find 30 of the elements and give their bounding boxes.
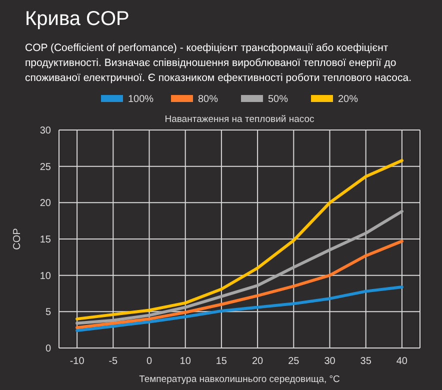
x-tick-label: 35 — [360, 356, 372, 367]
legend-label: 80% — [198, 94, 218, 105]
y-tick-label: 30 — [40, 126, 52, 136]
line-series — [76, 159, 404, 320]
line-series — [76, 210, 404, 325]
x-tick-label: 10 — [180, 356, 192, 367]
legend-label: 100% — [128, 94, 154, 105]
y-tick-label: 5 — [45, 307, 52, 318]
x-tick-label: -5 — [108, 356, 118, 367]
line-series — [76, 240, 404, 330]
x-tick-label: 30 — [324, 356, 336, 367]
x-tick-label: 0 — [146, 356, 152, 367]
x-tick-label: 15 — [216, 356, 228, 367]
y-tick-label: 0 — [45, 344, 52, 354]
x-tick-label: 40 — [396, 356, 408, 367]
y-tick-label: 15 — [40, 234, 52, 246]
chart-subtitle: COP (Coefficient of perfomance) - коефіцієнт трансформації або коефіцієнт продуктивності. Визначає співвідношення вироблюваної теплової енергії до споживаної електричної. Є показником ефективності роботи теплового насоса. — [25, 41, 412, 86]
x-tick-label: 25 — [288, 356, 300, 367]
x-tick-label: -10 — [70, 356, 85, 367]
x-axis-title: Температура навколишнього середовища, °C — [139, 374, 340, 385]
line-series — [76, 285, 404, 332]
y-tick-label: 25 — [40, 162, 52, 173]
legend-label: 20% — [338, 94, 358, 105]
legend-label: 50% — [268, 94, 288, 105]
y-tick-label: 10 — [40, 270, 52, 282]
text: Навантаження на тепловий насос — [164, 114, 315, 125]
chart-title: Крива COP — [25, 8, 130, 31]
x-tick-label: 20 — [252, 356, 264, 367]
y-axis-title: COP — [12, 228, 23, 250]
y-tick-label: 20 — [40, 198, 52, 210]
